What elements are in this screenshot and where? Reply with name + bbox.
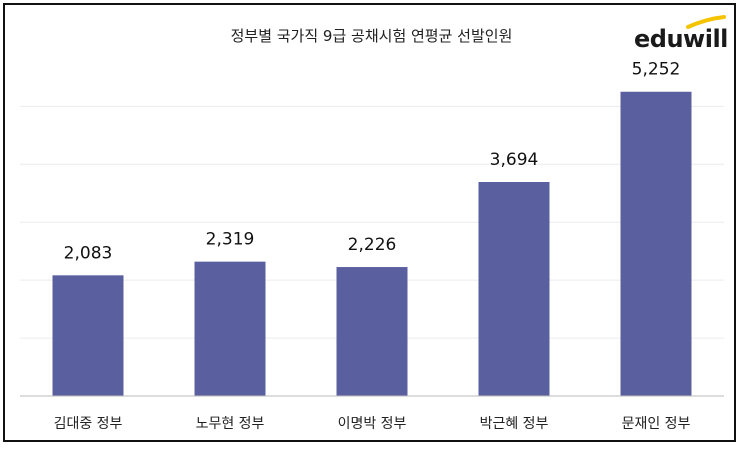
x-tick-label: 김대중 정부 — [54, 416, 123, 432]
chart-title: 정부별 국가직 9급 공채시험 연평균 선발인원 — [230, 27, 513, 45]
data-label: 5,252 — [632, 60, 681, 80]
bar — [336, 267, 408, 396]
data-label: 2,083 — [64, 243, 113, 263]
x-tick-label: 문재인 정부 — [622, 416, 691, 432]
bar — [478, 182, 550, 396]
data-label: 2,319 — [206, 230, 255, 250]
eduwill-logo: eduwill — [634, 15, 728, 55]
x-tick-label: 노무현 정부 — [196, 416, 265, 432]
bar — [620, 91, 692, 396]
x-tick-label: 박근혜 정부 — [480, 416, 549, 432]
x-tick-label: 이명박 정부 — [338, 416, 407, 432]
data-label: 2,226 — [348, 235, 397, 255]
bar — [52, 275, 124, 396]
logo-text: eduwill — [634, 25, 728, 53]
logo-swoosh-icon — [686, 15, 726, 29]
bar — [194, 261, 266, 396]
data-label: 3,694 — [490, 150, 539, 170]
